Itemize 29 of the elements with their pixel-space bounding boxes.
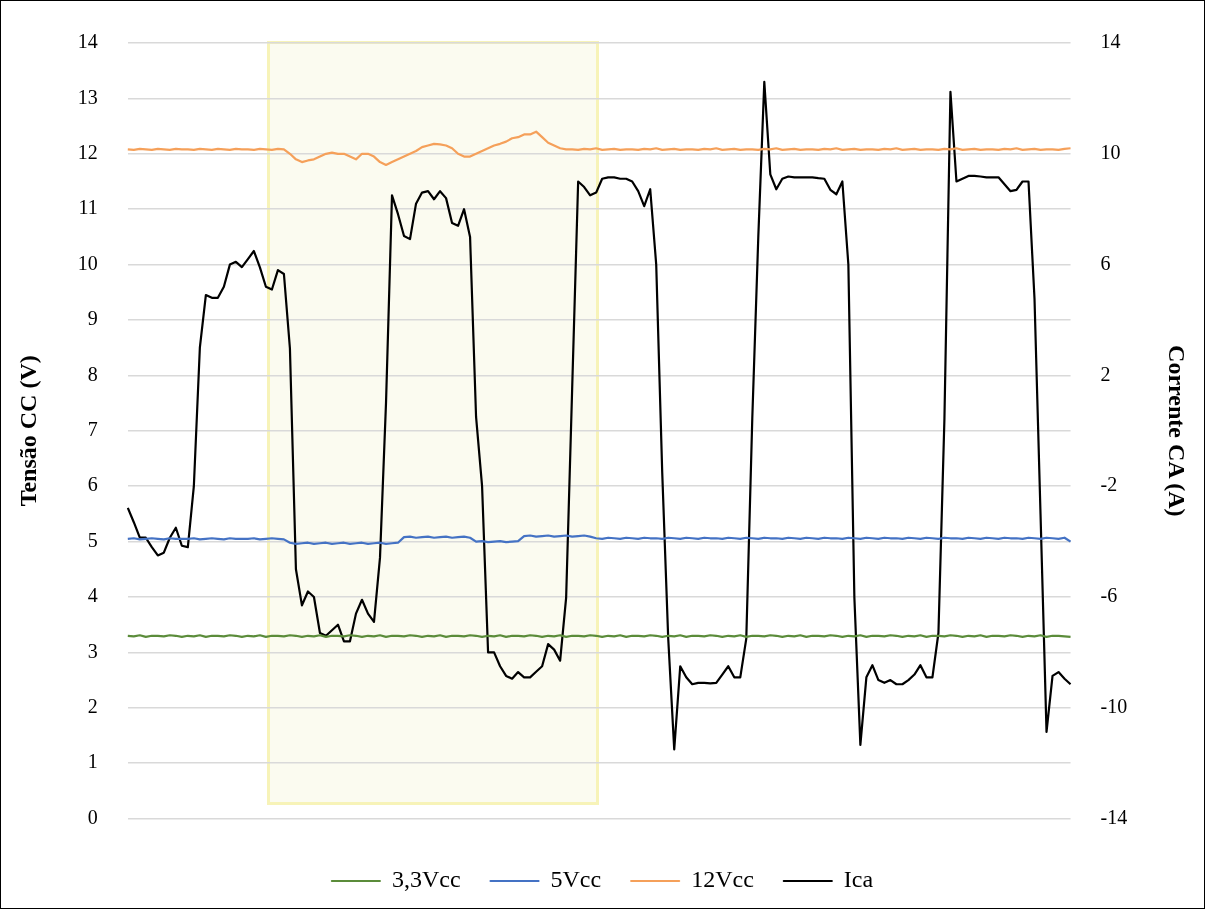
y2-tick-label: -10	[1100, 695, 1128, 718]
y-tick-label: 1	[87, 750, 98, 773]
y-tick-label: 6	[87, 473, 98, 496]
legend-label: 12Vcc	[691, 866, 754, 893]
y2-axis-title: Corrente CA (A)	[1164, 345, 1191, 517]
y-tick-label: 3	[87, 639, 98, 662]
legend-label: 5Vcc	[550, 866, 602, 893]
y2-tick-label: 14	[1100, 30, 1121, 53]
legend-label: 3,3Vcc	[391, 866, 461, 893]
y-tick-label: 2	[87, 695, 98, 718]
y2-tick-label: -6	[1100, 584, 1118, 607]
y2-tick-label: 2	[1100, 362, 1111, 385]
y2-tick-label: -2	[1100, 473, 1118, 496]
legend-label: Ica	[843, 866, 874, 893]
y-tick-label: 5	[87, 528, 98, 551]
y-tick-label: 11	[78, 196, 98, 219]
y2-tick-label: 10	[1100, 141, 1121, 164]
y2-tick-label: 6	[1100, 251, 1111, 274]
y-tick-label: 0	[87, 805, 98, 828]
y-tick-label: 10	[77, 251, 98, 274]
y-axis-title: Tensão CC (V)	[14, 355, 41, 507]
y-tick-label: 14	[77, 30, 98, 53]
y-tick-label: 9	[87, 307, 98, 330]
y-tick-label: 12	[77, 141, 98, 164]
y2-tick-label: -14	[1100, 805, 1128, 828]
y-tick-label: 13	[77, 85, 98, 108]
y-tick-label: 8	[87, 362, 98, 385]
y-tick-label: 4	[87, 584, 98, 607]
y-tick-label: 7	[87, 418, 98, 441]
